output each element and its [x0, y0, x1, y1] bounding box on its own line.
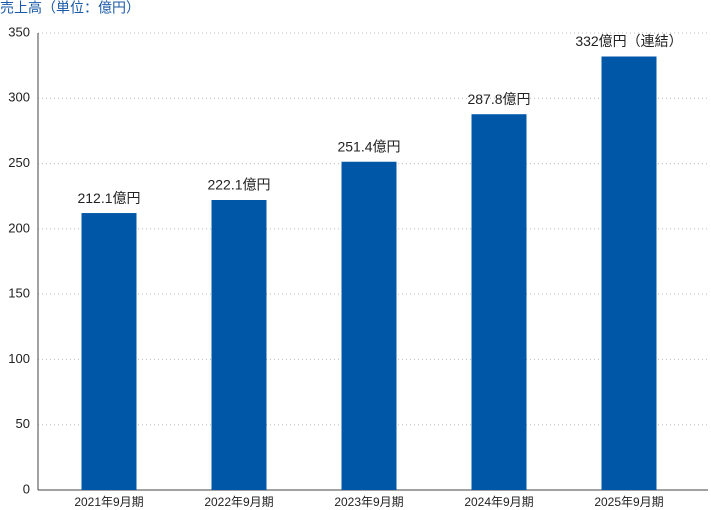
x-tick-label: 2023年9月期 — [334, 495, 403, 509]
data-label: 222.1億円 — [207, 177, 270, 193]
y-tick-label: 50 — [16, 416, 30, 431]
bar — [81, 213, 137, 491]
bar — [341, 161, 397, 491]
y-tick-label: 200 — [8, 220, 30, 235]
data-label: 332億円（連結） — [575, 33, 682, 49]
y-tick-label: 300 — [8, 90, 30, 105]
data-label: 251.4億円 — [337, 138, 400, 154]
y-tick-label: 100 — [8, 351, 30, 366]
y-tick-label: 250 — [8, 155, 30, 170]
y-tick-label: 150 — [8, 286, 30, 301]
x-tick-label: 2025年9月期 — [594, 495, 663, 509]
chart-title: 売上高（単位：億円） — [0, 0, 140, 16]
data-label: 212.1億円 — [77, 190, 140, 206]
bar — [471, 114, 527, 491]
bar — [211, 200, 267, 490]
y-tick-label: 0 — [23, 481, 30, 496]
x-tick-label: 2022年9月期 — [204, 495, 273, 509]
bar — [601, 56, 657, 490]
x-tick-label: 2021年9月期 — [74, 495, 143, 509]
x-tick-label: 2024年9月期 — [464, 495, 533, 509]
data-label: 287.8億円 — [467, 91, 530, 107]
y-tick-label: 350 — [8, 24, 30, 39]
